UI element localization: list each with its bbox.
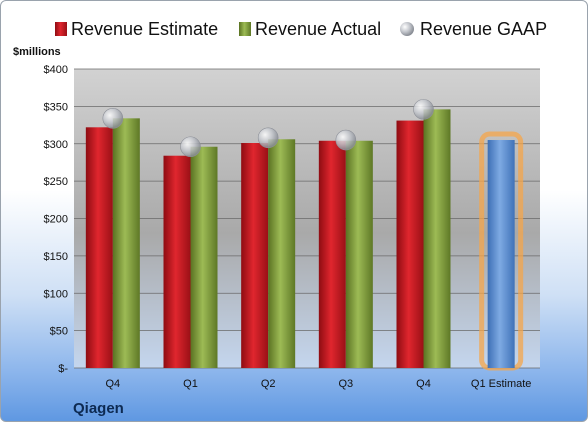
legend-swatch-gaap — [400, 22, 414, 36]
y-tick-label: $250 — [44, 176, 68, 188]
bar-revenue-estimate — [85, 127, 113, 369]
bars — [85, 109, 524, 371]
bar-revenue-estimate — [163, 155, 191, 368]
bar-revenue-actual — [190, 146, 218, 368]
bar-revenue-estimate — [241, 143, 269, 368]
y-tick-label: $200 — [44, 214, 68, 226]
gridlines — [74, 68, 540, 369]
legend-swatch-estimate — [55, 22, 67, 36]
y-tick-labels: $- $50 $100 $150 $200 $250 $300 $350 $400 — [44, 64, 69, 375]
x-tick-label: Q1 — [183, 378, 198, 390]
x-tick-label: Q4 — [105, 378, 120, 390]
bar-revenue-actual — [268, 139, 296, 368]
legend-label-actual: Revenue Actual — [255, 19, 381, 39]
legend-label-estimate: Revenue Estimate — [71, 19, 218, 39]
x-tick-labels: Q4 Q1 Q2 Q3 Q4 Q1 Estimate — [105, 378, 531, 390]
gaap-points — [102, 99, 434, 158]
bar-forecast — [487, 140, 515, 368]
point-revenue-gaap — [413, 99, 434, 120]
point-revenue-gaap — [102, 108, 124, 129]
bar-revenue-actual — [112, 118, 140, 369]
y-tick-label: $150 — [44, 251, 68, 263]
legend-swatch-actual — [239, 22, 251, 36]
y-tick-label: $400 — [44, 64, 68, 76]
x-tick-label: Q1 Estimate — [471, 378, 532, 390]
legend-label-gaap: Revenue GAAP — [420, 19, 547, 39]
y-axis-label: $millions — [13, 46, 61, 58]
bar-revenue-actual — [345, 140, 373, 368]
y-tick-label: $- — [58, 363, 68, 375]
legend: Revenue Estimate Revenue Actual Revenue … — [55, 19, 547, 39]
x-tick-label: Q2 — [261, 378, 276, 390]
y-tick-label: $50 — [50, 326, 68, 338]
y-tick-label: $100 — [44, 288, 68, 300]
y-tick-label: $300 — [44, 139, 68, 151]
point-revenue-gaap — [257, 127, 279, 149]
point-revenue-gaap — [180, 136, 201, 158]
point-revenue-gaap — [335, 129, 357, 151]
bar-revenue-estimate — [396, 120, 424, 368]
bar-revenue-estimate — [318, 140, 346, 368]
x-tick-label: Q4 — [416, 378, 431, 390]
y-tick-label: $350 — [44, 101, 68, 113]
x-tick-label: Q3 — [338, 378, 353, 390]
bar-revenue-actual — [423, 109, 451, 369]
company-name: Qiagen — [73, 400, 124, 417]
